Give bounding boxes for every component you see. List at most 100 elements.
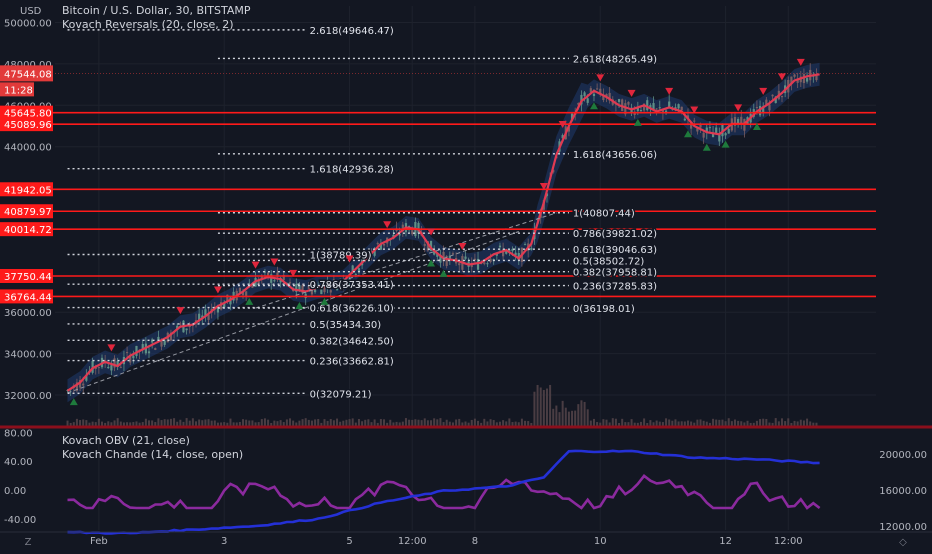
volume-bar: [436, 419, 439, 426]
volume-bar: [210, 420, 213, 426]
reversal-up-marker: [69, 398, 78, 406]
candle-body: [357, 268, 361, 272]
volume-bar: [292, 420, 295, 426]
candle-body: [398, 234, 401, 236]
price-axis-tick: 36000.00: [4, 308, 52, 319]
candle-body: [445, 255, 448, 266]
candle-body: [705, 127, 708, 133]
time-axis-tick: 8: [472, 536, 478, 547]
volume-bar: [119, 421, 122, 426]
chande-axis-tick: 40.00: [4, 457, 33, 468]
level-price-label: 40879.97: [4, 207, 52, 218]
reversal-down-marker: [539, 183, 548, 191]
candle-body: [724, 133, 727, 136]
volume-bar: [345, 419, 348, 426]
candle-body: [771, 94, 774, 97]
volume-bar: [339, 421, 342, 426]
volume-bar: [332, 420, 335, 426]
level-price-label: 36764.44: [4, 292, 52, 303]
volume-bar: [257, 422, 260, 426]
volume-bar: [633, 422, 636, 426]
volume-bar: [420, 420, 423, 426]
volume-bar: [97, 418, 100, 426]
fib-level-label: 0(36198.01): [573, 304, 635, 315]
volume-bar: [251, 420, 254, 426]
volume-bar: [502, 420, 505, 426]
time-axis-tick: 3: [221, 536, 227, 547]
volume-bar: [320, 422, 323, 426]
volume-bar: [207, 419, 210, 426]
volume-bar: [677, 421, 680, 426]
candle-body: [680, 106, 683, 111]
volume-bar: [379, 419, 382, 426]
candle-body: [693, 120, 696, 122]
candle-body: [423, 244, 426, 246]
reversal-down-marker: [777, 73, 786, 81]
candle-body: [617, 99, 621, 102]
candle-body: [711, 133, 715, 138]
current-price-badge: [0, 65, 53, 82]
reversal-down-marker: [345, 255, 354, 263]
candle-body: [219, 302, 223, 310]
chande-indicator-title: Kovach Chande (14, close, open): [62, 448, 244, 461]
level-price-tag: [0, 289, 53, 304]
volume-bar: [599, 422, 602, 426]
candle-body: [157, 336, 160, 342]
candle-body: [245, 291, 248, 296]
volume-bar: [357, 418, 360, 426]
candle-body: [636, 106, 639, 112]
candle-body: [570, 113, 574, 121]
volume-bar: [508, 418, 511, 426]
volume-bar: [439, 418, 442, 426]
candle-body: [502, 249, 505, 257]
volume-bar: [740, 421, 743, 426]
candle-body: [567, 127, 571, 132]
volume-bar: [141, 422, 144, 426]
volume-bar: [596, 422, 599, 426]
obv-axis-tick: 12000.00: [879, 522, 927, 533]
volume-bar: [614, 418, 617, 426]
volume-bar: [166, 419, 169, 426]
candle-body: [323, 284, 326, 293]
volume-bar: [608, 422, 611, 426]
reversal-down-marker: [427, 228, 436, 236]
level-price-tag: [0, 204, 53, 219]
volume-bar: [185, 418, 188, 426]
candle-body: [113, 358, 116, 368]
volume-bar: [495, 422, 498, 426]
candle-body: [643, 103, 646, 111]
reversal-up-marker: [721, 140, 730, 148]
volume-bar: [173, 418, 176, 426]
volume-bar: [743, 422, 746, 426]
reversal-down-marker: [734, 104, 743, 112]
kovach-obv-line: [67, 449, 820, 535]
candle-body: [464, 256, 467, 259]
volume-bar: [188, 420, 191, 426]
candle-body: [476, 258, 480, 270]
volume-bar: [85, 420, 88, 426]
volume-bar: [630, 419, 633, 426]
volume-bar: [470, 419, 473, 426]
volume-bar: [755, 420, 758, 426]
volume-bar: [477, 420, 480, 426]
volume-bar: [263, 418, 266, 426]
candle-body: [780, 95, 784, 98]
volume-bar: [806, 418, 809, 426]
volume-bar: [285, 419, 288, 426]
candle-body: [458, 263, 461, 266]
volume-bar: [574, 410, 577, 426]
volume-bar: [665, 418, 668, 426]
volume-bar: [426, 420, 429, 426]
volume-bar: [91, 421, 94, 426]
candle-body: [602, 94, 605, 101]
candle-body: [429, 240, 433, 252]
volume-bar: [652, 422, 655, 426]
volume-bar: [724, 421, 727, 426]
volume-bar: [198, 419, 201, 426]
level-price-tag: [0, 105, 53, 120]
volume-bar: [683, 421, 686, 426]
volume-bar: [351, 418, 354, 426]
candle-body: [805, 78, 809, 82]
